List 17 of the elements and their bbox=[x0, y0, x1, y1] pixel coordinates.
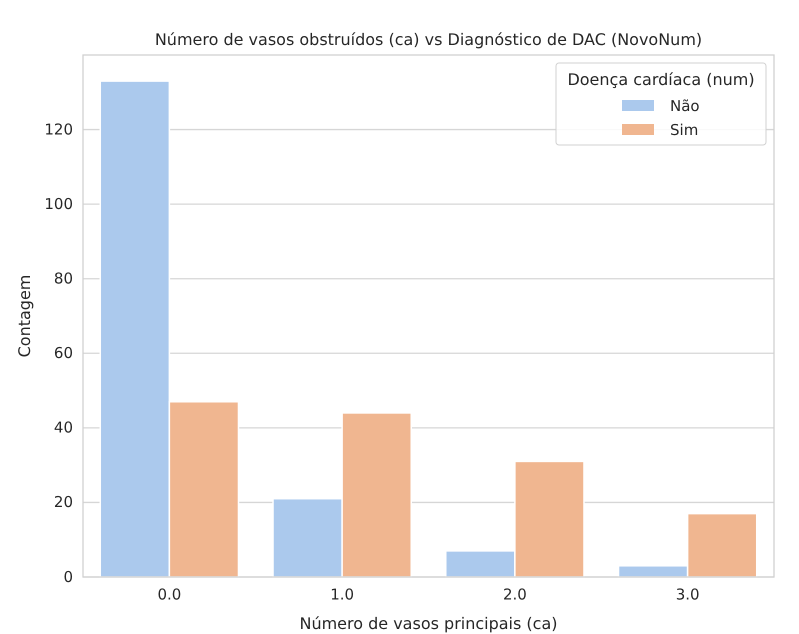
x-tick-label: 3.0 bbox=[676, 586, 700, 604]
y-tick-label: 60 bbox=[54, 344, 73, 362]
x-tick-label: 0.0 bbox=[157, 586, 182, 604]
x-axis-title: Número de vasos principais (ca) bbox=[299, 614, 558, 633]
y-tick-label: 20 bbox=[54, 493, 73, 512]
y-tick-label: 100 bbox=[44, 194, 73, 213]
y-tick-label: 80 bbox=[54, 270, 73, 288]
y-tick-label: 40 bbox=[54, 418, 73, 437]
legend-label: Sim bbox=[670, 121, 698, 139]
x-tick-label: 2.0 bbox=[502, 586, 527, 604]
y-axis-title: Contagem bbox=[15, 274, 34, 358]
legend-title: Doença cardíaca (num) bbox=[567, 70, 755, 89]
y-tick-label: 0 bbox=[63, 568, 73, 586]
y-tick-label: 120 bbox=[44, 120, 73, 138]
legend-label: Não bbox=[670, 97, 700, 115]
x-tick-label: 1.0 bbox=[330, 586, 354, 604]
chart-title: Número de vasos obstruídos (ca) vs Diagnóstico de DAC (NovoNum) bbox=[154, 30, 702, 49]
